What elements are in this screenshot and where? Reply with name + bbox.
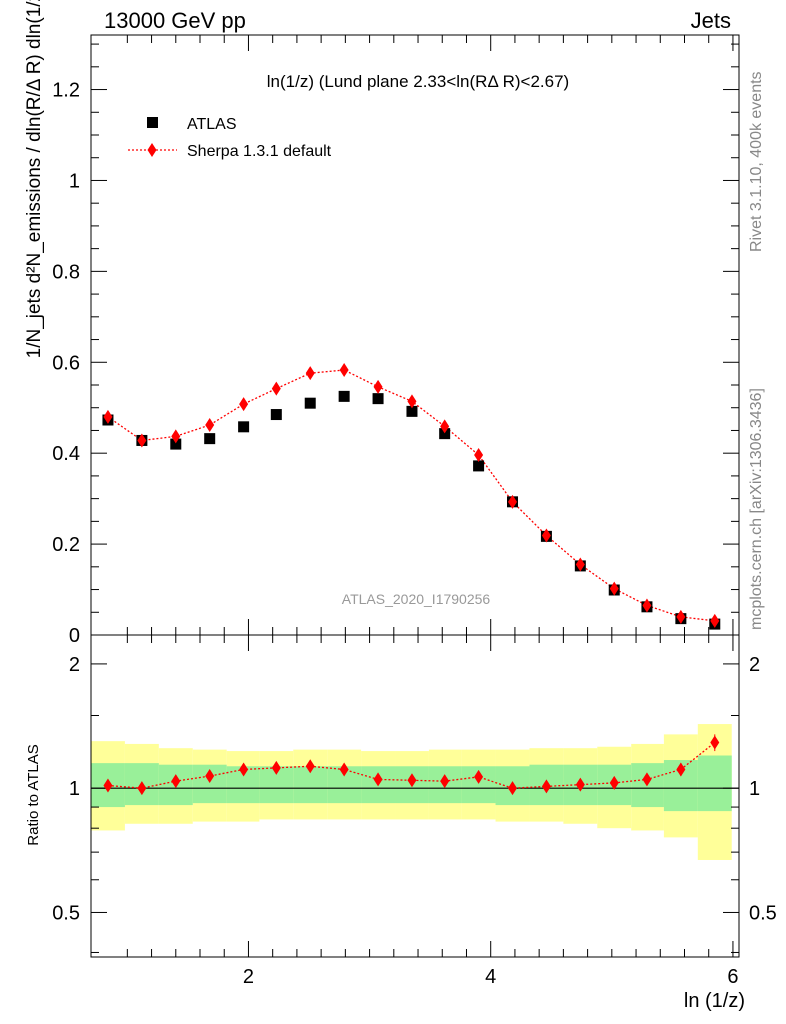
ratio-point xyxy=(609,775,619,790)
ratio-point xyxy=(103,778,113,793)
y-tick-label-ratio-right: 1 xyxy=(749,778,760,800)
x-tick-label: 4 xyxy=(485,966,496,988)
ratio-band-inner-bin xyxy=(697,755,732,812)
sherpa-point xyxy=(710,613,720,628)
ylabel-main: 1/N_jets d²N_emissions / dln(R/Δ R) dln(… xyxy=(24,0,45,358)
y-tick-label-main: 0 xyxy=(69,625,80,647)
ratio-point xyxy=(541,779,551,794)
atlas-point xyxy=(204,433,216,445)
y-tick-label-ratio: 0.5 xyxy=(52,902,80,924)
atlas-point xyxy=(304,397,316,409)
legend: ATLAS Sherpa 1.3.1 default xyxy=(128,116,332,160)
ratio-point xyxy=(676,762,686,777)
header-left: 13000 GeV pp xyxy=(104,8,246,33)
y-tick-label-main: 0.8 xyxy=(52,261,80,283)
tick-labels: 2 4 6 0 0.2 0.4 0.6 0.8 1 1.2 0.5 0.5 1 1 2 2 xyxy=(52,80,777,988)
ratio-point xyxy=(205,769,215,784)
plot-title: ln(1/z) (Lund plane 2.33<ln(RΔ R)<2.67) xyxy=(267,72,569,91)
legend-label-atlas: ATLAS xyxy=(187,116,237,133)
sherpa-point xyxy=(508,494,518,509)
y-tick-label-main: 0.4 xyxy=(52,443,80,465)
sherpa-point xyxy=(239,397,249,412)
x-tick-label: 6 xyxy=(727,966,738,988)
legend-marker-atlas xyxy=(147,117,158,128)
ratio-point xyxy=(171,774,181,789)
atlas-point xyxy=(406,405,418,417)
side-text-rivet: Rivet 3.1.10, 400k events xyxy=(748,71,765,252)
y-tick-label-ratio: 2 xyxy=(69,654,80,676)
ratio-point xyxy=(642,772,652,787)
sherpa-point xyxy=(137,433,147,448)
sherpa-point xyxy=(103,409,113,424)
sherpa-point xyxy=(407,394,417,409)
ratio-point xyxy=(710,735,720,750)
ylabel-ratio: Ratio to ATLAS xyxy=(25,744,42,845)
ratio-point xyxy=(271,760,281,775)
sherpa-point xyxy=(541,528,551,543)
ratio-point xyxy=(137,781,147,796)
sherpa-point xyxy=(305,366,315,381)
sherpa-point xyxy=(609,581,619,596)
side-text-mcplots: mcplots.cern.ch [arXiv:1306.3436] xyxy=(748,388,765,630)
sherpa-point xyxy=(575,557,585,572)
y-tick-label-main: 0.2 xyxy=(52,534,80,556)
x-tick-label: 2 xyxy=(243,966,254,988)
xlabel: ln (1/z) xyxy=(684,990,745,1012)
ratio-bands xyxy=(91,724,732,860)
atlas-point xyxy=(439,428,451,440)
y-tick-label-main: 1 xyxy=(69,170,80,192)
legend-marker-sherpa xyxy=(147,143,157,157)
y-tick-label-ratio-right: 2 xyxy=(749,654,760,676)
atlas-point xyxy=(238,421,250,433)
y-tick-label-main: 0.6 xyxy=(52,352,80,374)
ratio-point xyxy=(407,773,417,788)
ratio-point xyxy=(575,777,585,792)
sherpa-point xyxy=(271,381,281,396)
ratio-point xyxy=(239,762,249,777)
sherpa-point xyxy=(339,363,349,377)
ratio-point xyxy=(305,759,315,774)
atlas-point xyxy=(170,438,182,450)
analysis-id: ATLAS_2020_I1790256 xyxy=(342,591,491,607)
atlas-point xyxy=(338,390,350,402)
header-right: Jets xyxy=(691,8,731,33)
sherpa-point xyxy=(171,429,181,444)
ratio-point xyxy=(440,774,450,789)
axis-ticks xyxy=(91,35,739,957)
ratio-point xyxy=(508,781,518,796)
ratio-point xyxy=(474,769,484,784)
sherpa-point xyxy=(474,448,484,462)
atlas-point xyxy=(270,409,282,421)
ratio-series xyxy=(103,734,720,796)
ratio-frame xyxy=(90,634,740,958)
sherpa-point xyxy=(676,609,686,624)
frames xyxy=(90,34,740,958)
sherpa-point xyxy=(642,598,652,613)
y-tick-label-ratio: 1 xyxy=(69,778,80,800)
y-tick-label-main: 1.2 xyxy=(52,80,80,102)
atlas-point xyxy=(372,393,384,405)
legend-label-sherpa: Sherpa 1.3.1 default xyxy=(187,143,332,160)
y-tick-label-ratio-right: 0.5 xyxy=(749,902,777,924)
sherpa-point xyxy=(440,419,450,434)
sherpa-point xyxy=(373,379,383,394)
ratio-point xyxy=(339,762,349,777)
ratio-point xyxy=(373,772,383,787)
sherpa-point xyxy=(205,418,215,432)
data-series xyxy=(102,363,721,630)
atlas-point xyxy=(473,460,485,472)
